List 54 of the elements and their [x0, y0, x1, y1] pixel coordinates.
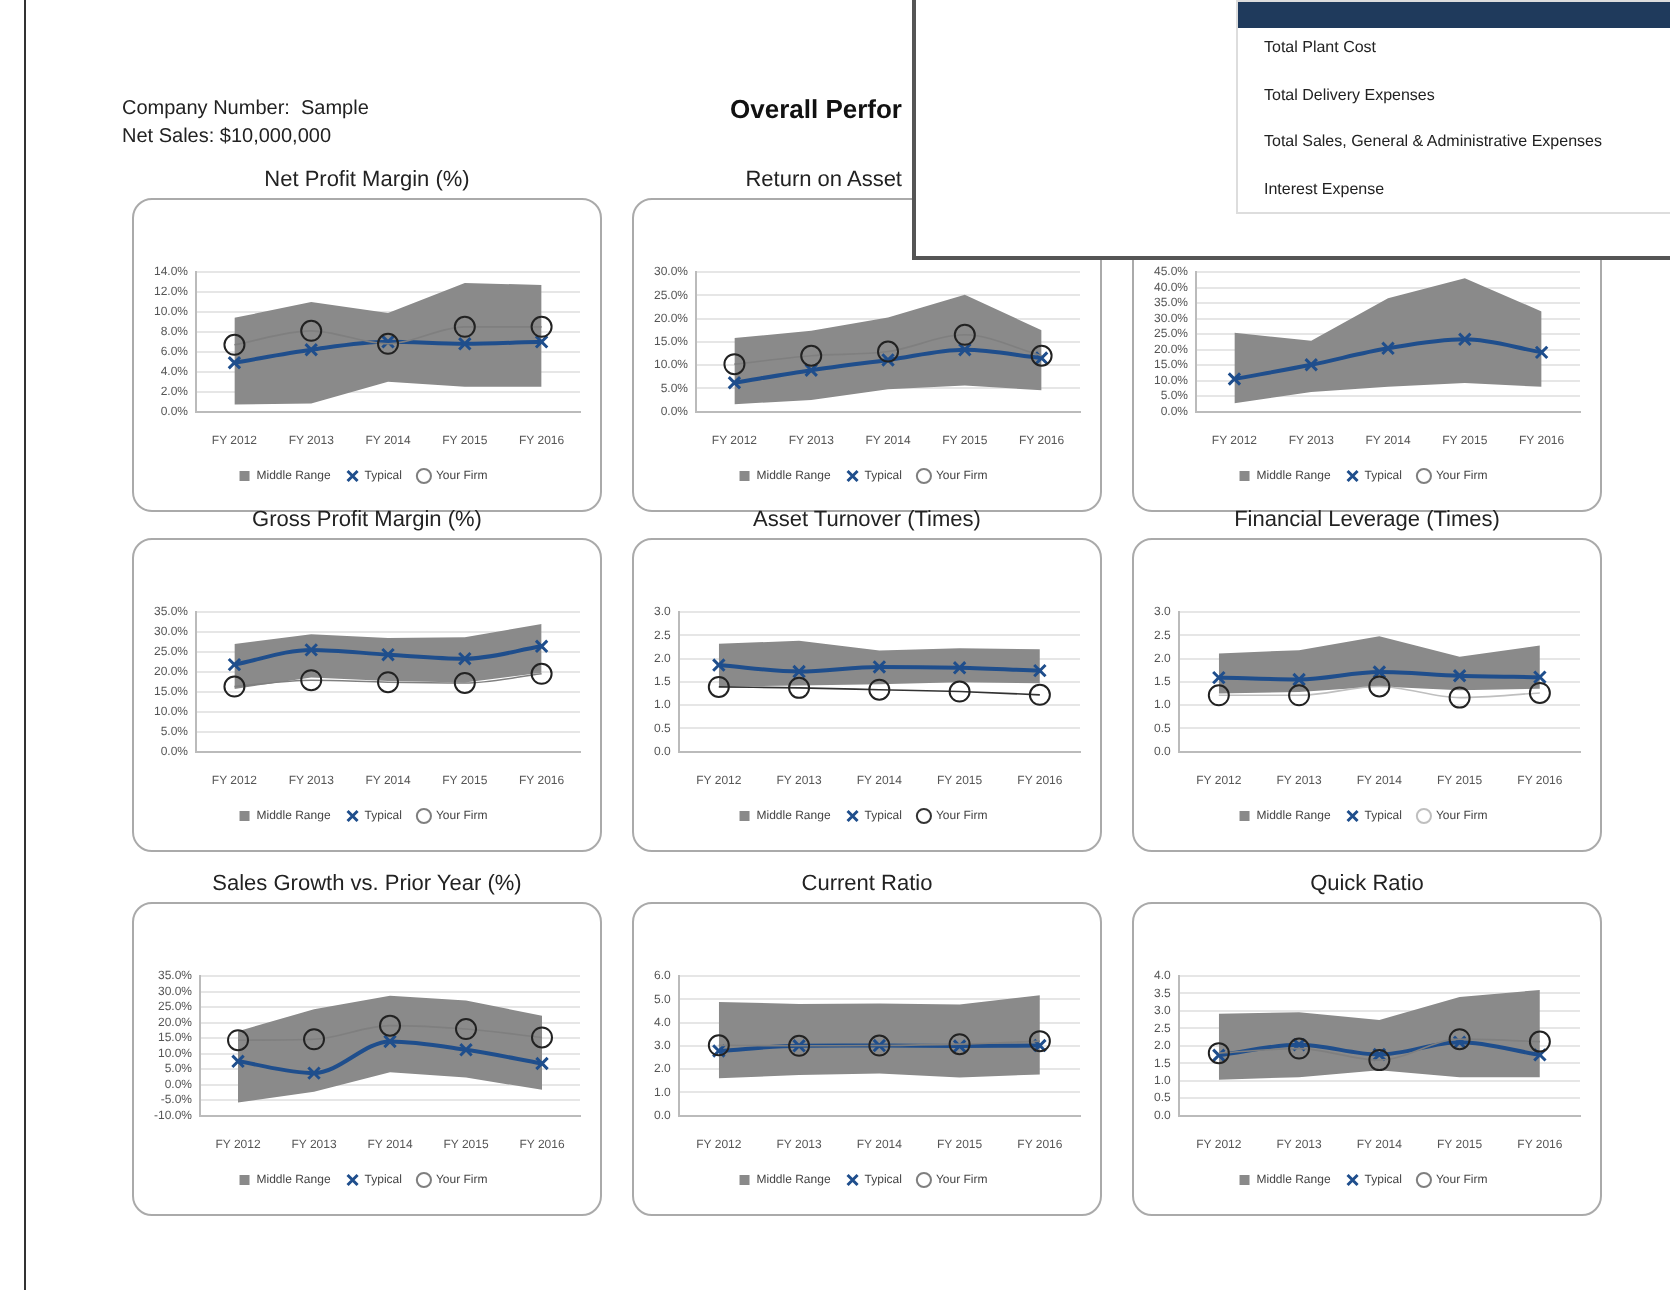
point	[707, 675, 730, 698]
point	[457, 336, 472, 351]
point	[457, 651, 472, 666]
chart-title: Return on Asset	[745, 168, 902, 192]
point	[534, 1056, 550, 1071]
point	[1028, 683, 1051, 706]
point	[868, 678, 891, 701]
point	[304, 342, 319, 357]
text: Overall Perfor	[730, 94, 902, 124]
point	[1534, 345, 1549, 360]
point	[952, 660, 967, 675]
point	[880, 352, 896, 368]
text: Total Sales, General & Administrative Expenses	[1264, 132, 1602, 150]
chart-title: Gross Profit Margin (%)	[252, 508, 482, 532]
point	[1304, 357, 1319, 372]
point	[1227, 371, 1242, 387]
point	[1291, 672, 1307, 687]
chart-title: Quick Ratio	[1310, 872, 1424, 896]
point	[1532, 1047, 1548, 1063]
text: Net Sales: $10,000,000	[122, 126, 332, 148]
point	[791, 664, 807, 679]
point	[382, 1034, 398, 1049]
text: Total Plant Cost	[1264, 38, 1377, 56]
point	[534, 334, 549, 349]
chart-title: Current Ratio	[801, 872, 933, 896]
point	[1457, 332, 1472, 347]
point	[711, 657, 726, 673]
point	[1532, 669, 1548, 685]
text: Company Number: Sample	[122, 98, 369, 120]
chart-title: Net Profit Margin (%)	[264, 168, 470, 192]
point	[1380, 341, 1396, 356]
point	[380, 647, 396, 662]
point	[304, 642, 319, 658]
text: Interest Expense	[1264, 179, 1385, 197]
point	[788, 676, 811, 699]
point	[1211, 670, 1226, 685]
chart-title: Sales Growth vs. Prior Year (%)	[212, 872, 522, 896]
point	[804, 363, 819, 378]
text: Total Delivery Expenses	[1264, 85, 1435, 103]
point	[227, 657, 242, 672]
point	[306, 1065, 322, 1081]
point	[948, 680, 971, 703]
point	[458, 1042, 474, 1057]
point	[1452, 668, 1467, 683]
point	[1372, 664, 1387, 680]
point	[230, 1054, 246, 1069]
point	[227, 355, 242, 370]
point	[957, 342, 972, 357]
point	[727, 375, 742, 390]
point	[534, 639, 549, 654]
chart-title: Asset Turnover (Times)	[753, 508, 981, 532]
point	[872, 659, 887, 675]
point	[1032, 663, 1048, 678]
chart-title: Financial Leverage (Times)	[1234, 508, 1500, 532]
